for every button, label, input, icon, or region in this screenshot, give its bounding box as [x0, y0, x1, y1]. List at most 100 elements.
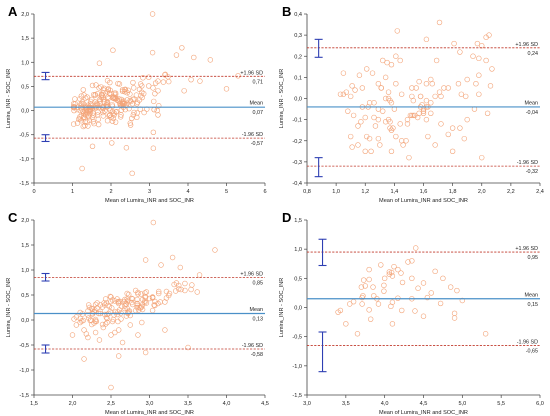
data-point: [70, 121, 77, 127]
upper-loa-label: +1.96 SD: [515, 246, 538, 252]
data-point: [420, 280, 427, 286]
data-point: [223, 86, 230, 92]
data-point: [102, 296, 109, 302]
data-point: [381, 282, 387, 289]
data-point: [181, 88, 187, 94]
data-point: [445, 85, 451, 91]
data-point: [416, 78, 422, 85]
data-point: [162, 72, 168, 78]
data-point: [156, 290, 162, 297]
data-point: [91, 320, 97, 326]
y-tick-label: 1,5: [294, 218, 302, 224]
data-point: [81, 356, 87, 362]
x-tick-label: 0,8: [303, 189, 311, 195]
data-point: [119, 303, 125, 310]
mean-value: -0,04: [526, 110, 538, 116]
data-point: [464, 116, 470, 123]
data-point: [82, 103, 89, 109]
data-point: [139, 89, 145, 95]
y-tick-label: -0,3: [292, 160, 302, 166]
data-point: [185, 344, 191, 351]
data-point: [77, 309, 83, 316]
data-point: [99, 304, 106, 310]
mean-value: 0,13: [253, 317, 264, 323]
data-point: [127, 322, 133, 328]
x-tick-label: 1,2: [361, 189, 369, 195]
y-tick-label: 1,0: [294, 247, 302, 253]
data-point: [371, 100, 377, 106]
lower-loa-value: -0,57: [251, 141, 263, 147]
data-point: [364, 66, 370, 72]
data-point: [155, 112, 161, 118]
data-point: [139, 319, 145, 326]
x-tick-label: 2,0: [69, 401, 77, 407]
data-point: [106, 303, 113, 310]
data-point: [79, 165, 85, 172]
data-point: [152, 90, 158, 97]
data-point: [381, 275, 388, 282]
data-point: [143, 289, 150, 295]
data-point: [119, 87, 126, 93]
data-point: [106, 90, 113, 96]
x-tick-label: 2,0: [478, 189, 486, 195]
y-tick-label: -0,4: [292, 181, 302, 187]
data-point: [399, 307, 405, 314]
y-tick-label: -1,5: [19, 181, 29, 187]
data-point: [123, 145, 130, 151]
y-tick-label: 1,5: [21, 243, 29, 249]
data-point: [146, 74, 152, 80]
data-point: [362, 148, 368, 155]
data-point: [100, 113, 107, 119]
data-point: [125, 297, 131, 304]
data-point: [359, 294, 365, 301]
upper-loa-value: 0,71: [253, 79, 264, 85]
data-point: [112, 298, 118, 304]
x-axis-title: Mean of Lumira_INR and SOC_INR: [105, 410, 194, 416]
data-point: [138, 291, 144, 297]
data-point: [454, 287, 460, 294]
upper-loa-label: +1.96 SD: [515, 42, 538, 48]
data-point: [127, 91, 133, 97]
data-point: [459, 297, 466, 304]
data-point: [378, 262, 384, 268]
data-point: [149, 307, 156, 314]
data-point: [382, 74, 389, 81]
y-axis-title: Lumira_INR - SOC_INR: [279, 278, 285, 338]
data-point: [111, 110, 117, 116]
data-point: [349, 144, 355, 150]
data-point: [428, 76, 434, 83]
data-point: [420, 110, 427, 116]
data-point: [343, 321, 349, 327]
data-point: [397, 57, 403, 64]
upper-loa-value: 0,85: [253, 281, 264, 287]
data-point: [197, 78, 203, 84]
data-point: [112, 119, 119, 125]
lower-loa-value: -0,32: [526, 169, 538, 175]
data-point: [178, 286, 184, 293]
data-point: [414, 114, 421, 121]
lower-loa-label: -1.96 SD: [242, 343, 263, 349]
data-point: [124, 290, 130, 297]
y-tick-label: 0,3: [294, 33, 302, 39]
data-point: [212, 247, 218, 253]
y-tick-label: -1,0: [19, 368, 29, 374]
data-point: [100, 105, 107, 111]
data-point: [432, 268, 438, 275]
data-point: [120, 100, 126, 106]
data-point: [126, 105, 132, 112]
data-point: [345, 108, 351, 114]
data-point: [377, 142, 383, 148]
data-point: [102, 311, 108, 318]
data-point: [194, 289, 200, 295]
panel-label: A: [8, 4, 18, 19]
y-tick-label: -1,0: [292, 364, 302, 370]
data-point: [394, 28, 400, 34]
data-point: [134, 99, 141, 106]
x-tick-label: 3,5: [184, 401, 192, 407]
y-tick-label: 2,0: [21, 12, 29, 18]
data-point: [106, 113, 112, 119]
data-point: [149, 294, 156, 301]
data-point: [71, 107, 77, 114]
data-point: [149, 49, 156, 56]
data-point: [447, 284, 454, 290]
